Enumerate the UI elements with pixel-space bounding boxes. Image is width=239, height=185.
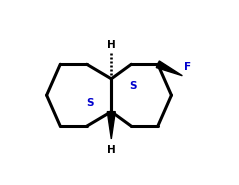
Text: H: H xyxy=(107,40,116,50)
Text: S: S xyxy=(87,98,94,108)
Text: F: F xyxy=(184,62,191,72)
Text: H: H xyxy=(107,145,116,155)
Polygon shape xyxy=(156,61,182,76)
Polygon shape xyxy=(107,112,115,139)
Text: S: S xyxy=(129,81,137,91)
